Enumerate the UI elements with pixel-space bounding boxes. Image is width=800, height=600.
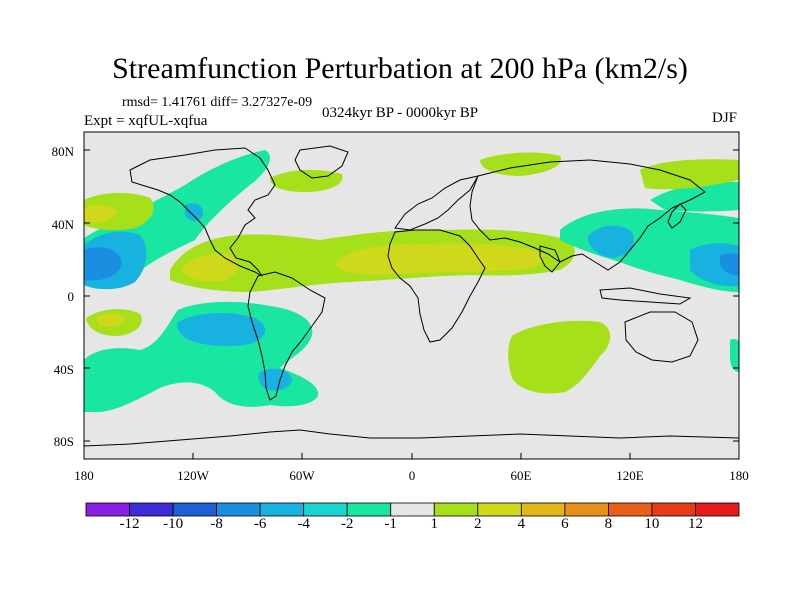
contour-nam-light-blue: [185, 203, 204, 222]
x-label-60e: 60E: [510, 468, 532, 483]
colorbar-label: -4: [297, 516, 310, 532]
contour-greenland-green: [270, 169, 343, 192]
colorbar-box: [390, 502, 435, 517]
stats-line: rmsd= 1.41761 diff= 3.27327e-09: [122, 95, 313, 110]
colorbar-label: -8: [210, 516, 223, 532]
colorbar-box: [85, 502, 130, 517]
x-label-120e: 120E: [616, 468, 644, 483]
colorbar-box: [695, 502, 740, 517]
contour-tropical-olive-atl: [336, 243, 544, 275]
colorbar-label: 8: [604, 516, 613, 532]
colorbar-box: [346, 502, 392, 517]
contour-field: [84, 150, 739, 412]
contour-south-light-blue: [177, 313, 266, 346]
contour-tropical-olive-west: [182, 253, 238, 282]
coast-africa: [387, 229, 486, 343]
x-label-180w: 180: [74, 468, 94, 483]
chart-title: Streamfunction Perturbation at 200 hPa (…: [112, 52, 688, 85]
colorbar-label: 12: [688, 516, 703, 532]
colorbar-label: 10: [644, 516, 660, 532]
period-label: 0324kyr BP - 0000kyr BP: [322, 105, 479, 121]
x-label-60w: 60W: [289, 468, 315, 483]
coastlines: [84, 145, 739, 447]
contour-sam-light-blue: [258, 368, 292, 391]
coast-indonesia: [599, 287, 692, 305]
coast-asia: [469, 159, 706, 271]
colorbar-label: 1: [430, 516, 439, 532]
colorbar-label: 6: [561, 516, 569, 532]
y-label-40s: 40S: [53, 362, 74, 377]
contour-wpac-blue: [720, 253, 739, 276]
contour-nepac-cyan-green: [650, 181, 739, 212]
colorbar-box: [651, 502, 696, 517]
colorbar-label: -12: [119, 516, 140, 532]
colorbar-label: -10: [163, 516, 184, 532]
colorbar: [85, 502, 740, 517]
coast-japan: [667, 203, 687, 229]
colorbar-label: -2: [340, 516, 354, 532]
colorbar-box: [433, 502, 479, 517]
contour-npac-green-east: [640, 159, 739, 190]
y-label-40n: 40N: [51, 217, 74, 232]
contour-se-green: [730, 339, 739, 372]
season-label: DJF: [712, 110, 738, 126]
colorbar-label: 2: [474, 516, 482, 532]
x-label-180e: 180: [729, 468, 749, 483]
x-label-0: 0: [408, 468, 416, 483]
contour-asia-light-blue: [588, 225, 634, 258]
axis-ticks: [84, 149, 739, 459]
colorbar-box: [172, 502, 218, 517]
coast-greenland: [294, 145, 349, 179]
colorbar-box: [520, 502, 566, 517]
coast-south-america: [247, 271, 326, 401]
coast-europe: [394, 175, 479, 231]
colorbar-box: [129, 502, 174, 517]
x-label-120w: 120W: [177, 468, 209, 483]
colorbar-box: [608, 502, 653, 517]
contour-sio-green: [508, 320, 611, 394]
coast-australia: [624, 311, 699, 363]
contour-nw-yellow: [84, 204, 118, 223]
coast-antarctica: [84, 429, 739, 447]
y-label-80s: 80S: [53, 434, 74, 449]
colorbar-box: [216, 502, 261, 517]
experiment-label: Expt = xqfUL-xqfua: [84, 113, 208, 129]
map-background: [84, 132, 739, 459]
colorbar-box: [477, 502, 522, 517]
colorbar-box: [303, 502, 348, 517]
colorbar-label: 4: [517, 516, 526, 532]
contour-spac-olive: [96, 313, 126, 327]
coast-india: [539, 245, 561, 273]
y-label-eq: 0: [67, 289, 75, 304]
coast-north-america: [129, 147, 276, 277]
y-label-80n: 80N: [51, 144, 74, 159]
colorbar-box: [259, 502, 305, 517]
contour-npac-blue: [84, 247, 122, 281]
colorbar-label: -1: [384, 516, 397, 532]
colorbar-box: [564, 502, 609, 517]
colorbar-label: -6: [253, 516, 267, 532]
